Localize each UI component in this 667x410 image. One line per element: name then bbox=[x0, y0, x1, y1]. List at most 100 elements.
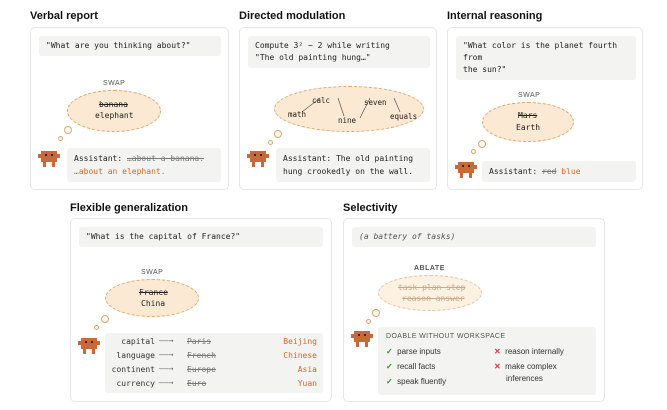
directed-prompt-line1: Compute 3² − 2 while writing bbox=[255, 41, 390, 50]
thought-bubble-dot bbox=[372, 309, 380, 317]
verbal-response-strike: …about a banana. bbox=[126, 154, 205, 163]
thought-bubble-dot bbox=[101, 315, 109, 323]
row-key: continent bbox=[111, 365, 155, 374]
internal-reasoning-panel: "What color is the planet fourth from th… bbox=[447, 27, 643, 190]
doable-item: ✓ speak fluently bbox=[386, 377, 446, 386]
not-doable-item: ✕ make complex bbox=[494, 362, 557, 371]
internal-prompt-line1: "What color is the planet fourth from bbox=[463, 41, 618, 62]
directed-prompt-line2: "The old painting hung…" bbox=[255, 53, 371, 62]
internal-response: Assistant: red blue bbox=[482, 161, 636, 182]
table-row: capital ——→ Paris Beijing bbox=[105, 336, 323, 351]
table-row: currency ——→ Euro Yuan bbox=[105, 378, 323, 393]
row-old: Euro bbox=[187, 379, 207, 388]
directed-word: math bbox=[288, 110, 307, 119]
internal-response-prefix: Assistant: bbox=[489, 167, 542, 176]
row-new: Yuan bbox=[297, 379, 317, 388]
internal-reasoning-title: Internal reasoning bbox=[447, 10, 543, 22]
row-key: capital bbox=[121, 337, 155, 346]
verbal-response-new: …about an elephant. bbox=[74, 167, 166, 176]
table-row: continent ——→ Europe Asia bbox=[105, 364, 323, 379]
directed-response: Assistant: The old painting hung crooked… bbox=[276, 148, 430, 182]
not-doable-item: ✕ reason internally bbox=[494, 347, 564, 356]
selectivity-prompt: (a battery of tasks) bbox=[352, 227, 596, 247]
check-icon: ✓ bbox=[386, 377, 393, 386]
robot-icon bbox=[247, 151, 269, 167]
row-old: Paris bbox=[187, 337, 212, 346]
internal-swap-label: SWAP bbox=[518, 92, 541, 99]
row-new: Beijing bbox=[283, 337, 317, 346]
selectivity-thought-cloud bbox=[378, 275, 482, 311]
doable-item: ✓ recall facts bbox=[386, 362, 435, 371]
doable-heading: DOABLE WITHOUT WORKSPACE bbox=[386, 333, 506, 340]
directed-word: nine bbox=[338, 116, 357, 125]
internal-prompt-line2: the sun?" bbox=[463, 65, 507, 74]
flexible-new-word: China bbox=[141, 299, 166, 308]
cross-icon: ✕ bbox=[494, 347, 501, 356]
thought-bubble-dot bbox=[58, 136, 63, 141]
doable-box: DOABLE WITHOUT WORKSPACE ✓ parse inputs … bbox=[378, 327, 596, 395]
internal-thought-cloud bbox=[482, 102, 574, 142]
robot-icon bbox=[455, 162, 477, 178]
verbal-prompt: "What are you thinking about?" bbox=[39, 36, 221, 56]
doable-item-label: speak fluently bbox=[397, 377, 447, 386]
flexible-old-word: France bbox=[139, 288, 168, 297]
directed-word: calc bbox=[312, 96, 331, 105]
table-row: language ——→ French Chinese bbox=[105, 350, 323, 365]
thought-bubble-dot bbox=[478, 140, 486, 148]
internal-new-word: Earth bbox=[516, 123, 541, 132]
doable-item: ✓ parse inputs bbox=[386, 347, 441, 356]
selectivity-panel: (a battery of tasks) ABLATE task plan st… bbox=[343, 218, 605, 402]
internal-prompt: "What color is the planet fourth from th… bbox=[456, 36, 636, 80]
thought-bubble-dot bbox=[268, 140, 273, 145]
directed-modulation-panel: Compute 3² − 2 while writing "The old pa… bbox=[239, 27, 437, 190]
flexible-generalization-panel: "What is the capital of France?" SWAP Fr… bbox=[70, 218, 332, 402]
thought-bubble-dot bbox=[471, 149, 476, 154]
flexible-table: capital ——→ Paris Beijing language ——→ F… bbox=[105, 333, 323, 393]
row-key: language bbox=[116, 351, 155, 360]
verbal-report-title: Verbal report bbox=[30, 10, 98, 22]
flexible-prompt: "What is the capital of France?" bbox=[79, 227, 323, 247]
verbal-new-word: elephant bbox=[95, 111, 134, 120]
row-new: Asia bbox=[297, 365, 317, 374]
row-key: currency bbox=[116, 379, 155, 388]
flexible-swap-label: SWAP bbox=[141, 269, 164, 276]
thought-bubble-dot bbox=[274, 130, 282, 138]
row-old: French bbox=[187, 351, 216, 360]
flexible-thought-cloud bbox=[105, 279, 199, 317]
doable-item-label: recall facts bbox=[397, 362, 436, 371]
verbal-report-panel: "What are you thinking about?" SWAP bana… bbox=[30, 27, 229, 190]
internal-old-word: Mars bbox=[518, 111, 538, 120]
directed-response-line1: Assistant: The old painting bbox=[283, 154, 414, 163]
doable-item-label: parse inputs bbox=[397, 347, 441, 356]
arrow-icon: ——→ bbox=[159, 336, 174, 345]
thought-bubble-dot bbox=[64, 126, 72, 134]
ablated-item: reason answer bbox=[402, 294, 465, 303]
internal-response-new: blue bbox=[561, 167, 581, 176]
directed-word: seven bbox=[364, 98, 387, 107]
selectivity-ablate-label: ABLATE bbox=[414, 265, 445, 272]
flexible-generalization-title: Flexible generalization bbox=[70, 202, 188, 214]
arrow-icon: ——→ bbox=[159, 350, 174, 359]
thought-bubble-dot bbox=[366, 319, 371, 324]
verbal-old-word: banana bbox=[99, 100, 128, 109]
row-new: Chinese bbox=[283, 351, 317, 360]
directed-word-path bbox=[301, 97, 401, 119]
cross-icon: ✕ bbox=[494, 362, 501, 371]
verbal-thought-cloud bbox=[67, 90, 161, 132]
selectivity-title: Selectivity bbox=[343, 202, 398, 214]
directed-modulation-title: Directed modulation bbox=[239, 10, 346, 22]
robot-icon bbox=[351, 331, 373, 347]
check-icon: ✓ bbox=[386, 347, 393, 356]
directed-response-line2: hung crookedly on the wall. bbox=[283, 167, 414, 176]
not-doable-item-label: reason internally bbox=[505, 347, 564, 356]
not-doable-item-continued: inferences bbox=[506, 374, 543, 383]
check-icon: ✓ bbox=[386, 362, 393, 371]
not-doable-item-label: make complex bbox=[505, 362, 557, 371]
robot-icon bbox=[38, 151, 60, 167]
verbal-swap-label: SWAP bbox=[103, 80, 126, 87]
verbal-response-prefix: Assistant: bbox=[74, 154, 127, 163]
internal-response-strike: red bbox=[541, 167, 557, 176]
verbal-response: Assistant: …about a banana. …about an el… bbox=[67, 148, 221, 182]
directed-word: equals bbox=[390, 112, 418, 121]
arrow-icon: ——→ bbox=[159, 364, 174, 373]
